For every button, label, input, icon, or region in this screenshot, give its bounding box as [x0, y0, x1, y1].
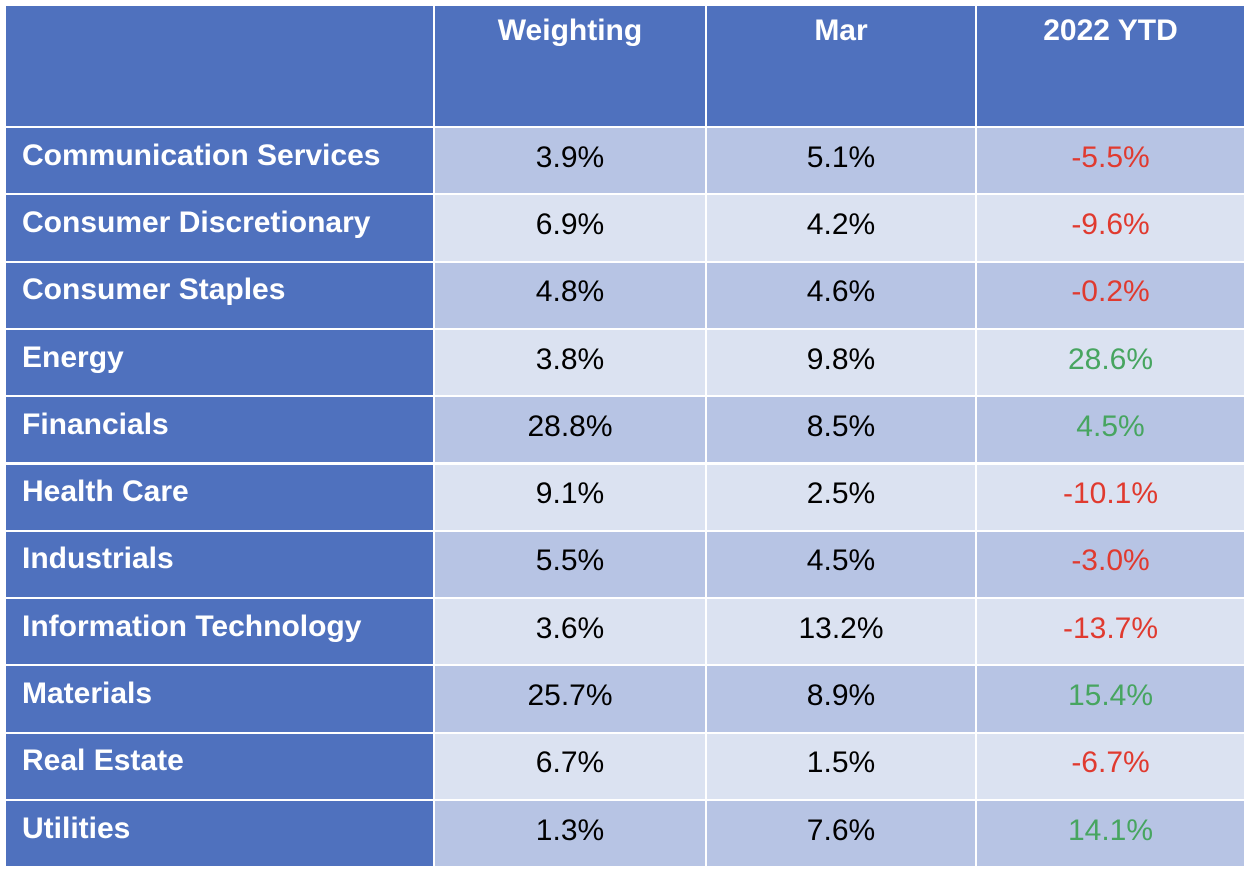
value-cell-text: 15.4% — [1067, 679, 1154, 713]
value-cell-text: 3.8% — [535, 342, 605, 376]
value-cell-text: 3.9% — [535, 140, 605, 174]
value-cell-text: 4.2% — [806, 207, 876, 241]
value-cell: 2.5% — [707, 464, 977, 532]
value-cell-text: 4.6% — [806, 275, 876, 309]
value-cell: 3.6% — [435, 599, 707, 667]
row-label: Information Technology — [6, 599, 435, 667]
value-cell: 15.4% — [977, 666, 1246, 734]
column-header: 2022 YTD — [977, 6, 1246, 128]
value-cell: -6.7% — [977, 733, 1246, 801]
row-label-text: Real Estate — [22, 744, 184, 778]
value-cell-text: 4.8% — [535, 275, 605, 309]
row-label: Materials — [6, 666, 435, 734]
value-cell: 8.5% — [707, 397, 977, 465]
row-label: Utilities — [6, 801, 435, 869]
column-header: Mar — [707, 6, 977, 128]
value-cell-text: 1.5% — [806, 746, 876, 780]
value-cell-text: 6.7% — [535, 746, 605, 780]
value-cell: 9.1% — [435, 464, 707, 532]
row-label-text: Communication Services — [22, 138, 381, 172]
value-cell-text: -9.6% — [1071, 207, 1150, 241]
value-cell-text: -10.1% — [1062, 477, 1159, 511]
row-label: Communication Services — [6, 128, 435, 196]
value-cell-text: 13.2% — [798, 611, 884, 645]
value-cell: 9.8% — [707, 329, 977, 398]
value-cell-text: -0.2% — [1071, 275, 1150, 309]
value-cell-text: 28.6% — [1067, 342, 1154, 376]
row-label-text: Financials — [22, 407, 169, 441]
value-cell: 5.5% — [435, 531, 707, 600]
row-label-text: Materials — [22, 677, 153, 711]
column-header-text: Weighting — [497, 14, 643, 47]
row-label: Financials — [6, 397, 435, 465]
row-label: Consumer Discretionary — [6, 195, 435, 263]
value-cell: 4.5% — [977, 397, 1246, 465]
value-cell-text: 5.1% — [806, 140, 876, 174]
value-cell-text: -13.7% — [1062, 611, 1159, 645]
value-cell-text: 25.7% — [527, 679, 613, 713]
value-cell-text: 9.8% — [806, 342, 876, 376]
value-cell: -3.0% — [977, 531, 1246, 600]
row-label-text: Industrials — [22, 542, 174, 576]
value-cell: 25.7% — [435, 666, 707, 734]
value-cell: 3.8% — [435, 329, 707, 398]
value-cell: 14.1% — [977, 801, 1246, 869]
value-cell: 3.9% — [435, 128, 707, 196]
value-cell-text: 3.6% — [535, 611, 605, 645]
value-cell: 8.9% — [707, 666, 977, 734]
value-cell: 1.5% — [707, 733, 977, 801]
value-cell-text: 4.5% — [1076, 409, 1145, 443]
value-cell-text: -5.5% — [1071, 140, 1150, 174]
row-label: Health Care — [6, 464, 435, 532]
value-cell-text: 2.5% — [806, 477, 876, 511]
value-cell-text: 8.5% — [806, 409, 876, 443]
row-label-text: Health Care — [22, 475, 189, 509]
value-cell-text: 9.1% — [535, 477, 605, 511]
value-cell: 28.8% — [435, 397, 707, 465]
row-label-text: Consumer Discretionary — [22, 205, 371, 239]
row-label: Energy — [6, 329, 435, 398]
value-cell-text: 5.5% — [535, 544, 605, 578]
value-cell-text: 6.9% — [535, 207, 605, 241]
value-cell: 28.6% — [977, 329, 1246, 398]
value-cell: -10.1% — [977, 464, 1246, 532]
column-header-text: Mar — [814, 14, 868, 47]
value-cell: 4.8% — [435, 262, 707, 330]
value-cell-text: 1.3% — [535, 813, 605, 847]
value-cell: 5.1% — [707, 128, 977, 196]
value-cell: 1.3% — [435, 801, 707, 869]
value-cell: -0.2% — [977, 262, 1246, 330]
value-cell-text: 8.9% — [806, 679, 876, 713]
row-label: Real Estate — [6, 733, 435, 801]
value-cell: 4.2% — [707, 195, 977, 263]
value-cell: 6.7% — [435, 733, 707, 801]
value-cell: 13.2% — [707, 599, 977, 667]
value-cell-text: -6.7% — [1071, 746, 1150, 780]
row-label-text: Utilities — [22, 811, 131, 845]
value-cell: -13.7% — [977, 599, 1246, 667]
value-cell-text: 4.5% — [806, 544, 876, 578]
value-cell: -9.6% — [977, 195, 1246, 263]
value-cell: 6.9% — [435, 195, 707, 263]
value-cell: -5.5% — [977, 128, 1246, 196]
row-label: Consumer Staples — [6, 262, 435, 330]
value-cell-text: 28.8% — [527, 409, 613, 443]
header-corner — [6, 6, 435, 128]
value-cell: 7.6% — [707, 801, 977, 869]
value-cell: 4.6% — [707, 262, 977, 330]
column-header: Weighting — [435, 6, 707, 128]
row-label: Industrials — [6, 531, 435, 600]
table: Weighting Mar 2022 YTD Communication Servic… — [6, 6, 1246, 869]
row-label-text: Energy — [22, 340, 124, 374]
value-cell-text: -3.0% — [1071, 544, 1150, 578]
row-label-text: Consumer Staples — [22, 273, 286, 307]
row-label-text: Information Technology — [22, 609, 362, 643]
value-cell-text: 7.6% — [806, 813, 876, 847]
value-cell: 4.5% — [707, 531, 977, 600]
column-header-text: 2022 YTD — [1043, 14, 1178, 47]
value-cell-text: 14.1% — [1067, 813, 1154, 847]
